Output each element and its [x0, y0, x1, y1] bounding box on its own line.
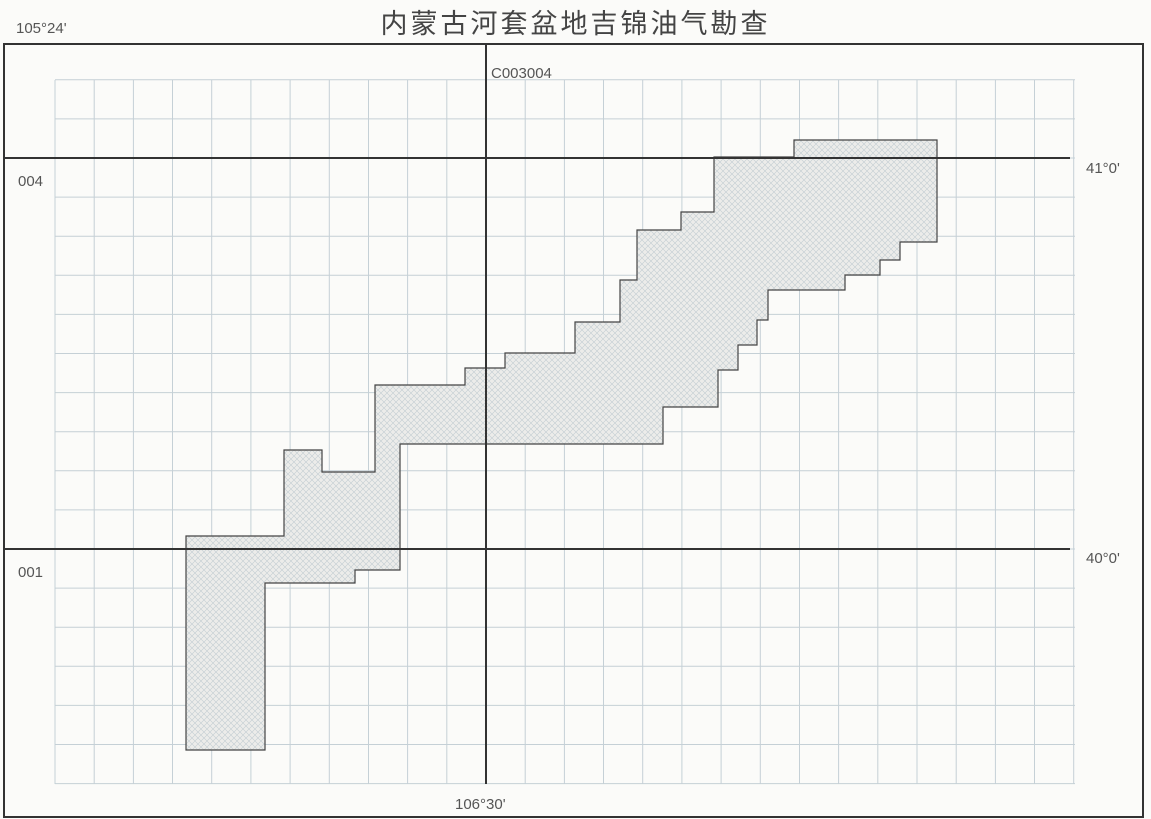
sheet-code-label: C003004 [491, 65, 552, 82]
bottom-longitude-label: 106°30' [455, 796, 506, 813]
row-code-004-label: 004 [18, 173, 44, 190]
latitude-40-label: 40°0' [1086, 550, 1120, 567]
latitude-41-label: 41°0' [1086, 160, 1120, 177]
exploration-block-area [185, 139, 938, 751]
map-frame [3, 43, 1144, 818]
map-title: 内蒙古河套盆地吉锦油气勘查 [380, 9, 771, 40]
row-code-001-label: 001 [18, 564, 44, 581]
top-left-longitude-label: 105°24' [16, 20, 67, 37]
